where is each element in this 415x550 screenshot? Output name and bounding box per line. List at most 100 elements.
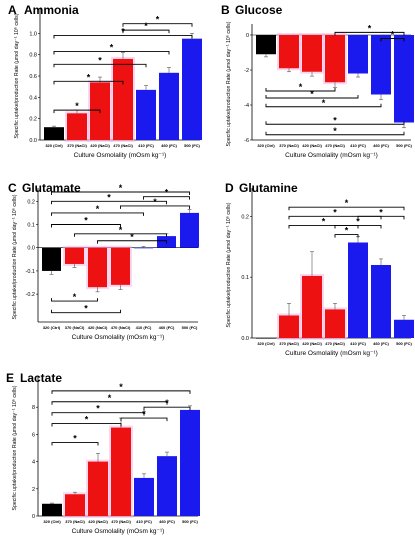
- significance-bracket: [120, 205, 190, 209]
- significance-star: *: [142, 409, 146, 419]
- x-axis-label: Culture Osmolality (mOsm kg⁻¹): [72, 528, 165, 535]
- panel-letter: B: [221, 3, 230, 17]
- bar: [180, 409, 200, 516]
- significance-bracket: [53, 35, 193, 39]
- significance-bracket: [53, 63, 147, 68]
- y-tick-label: 0.6: [29, 74, 37, 80]
- y-tick-label: 0.0: [27, 246, 35, 252]
- bar: [256, 338, 276, 339]
- x-tick-label: 500 (FC): [396, 341, 412, 346]
- y-tick-label: 2: [32, 487, 35, 493]
- significance-star: *: [165, 398, 169, 408]
- panel-letter: A: [8, 3, 17, 17]
- x-tick-label: 470 (NaCl): [325, 143, 345, 148]
- significance-star: *: [119, 183, 123, 193]
- significance-bracket: [265, 131, 405, 136]
- panel-glucose: B Glucose 0 -2 -4 -6 320 (Ctrl) 370 (NaCl) 420 (…: [207, 0, 414, 182]
- bar: [42, 247, 61, 271]
- significance-bracket: [51, 224, 121, 228]
- bar: [182, 38, 202, 140]
- x-axis-label: Culture Osmolality (mOsm kg⁻¹): [74, 152, 167, 159]
- y-tick-label: 0.0: [241, 336, 249, 342]
- bar: [88, 461, 108, 516]
- significance-star: *: [110, 42, 114, 52]
- bar: [67, 113, 87, 140]
- significance-star: *: [165, 188, 169, 198]
- y-tick-label: 0: [246, 33, 249, 39]
- bar: [279, 315, 299, 338]
- y-tick-label: 0.1: [241, 275, 249, 281]
- y-axis-label: Specific uptake/production Rate (μmol da…: [226, 21, 232, 146]
- x-tick-label: 320 (Ctrl): [257, 143, 275, 148]
- significance-bracket: [53, 80, 124, 85]
- x-axis-label: Culture Osmolality (mOsm kg⁻¹): [285, 350, 378, 357]
- y-tick-label: -6: [244, 138, 249, 144]
- significance-star: *: [391, 30, 395, 40]
- x-tick-label: 410 (FC): [136, 325, 152, 330]
- x-tick-label: 420 (NaCl): [302, 143, 322, 148]
- significance-star: *: [356, 216, 360, 226]
- x-tick-label: 420 (NaCl): [302, 341, 322, 346]
- x-tick-label: 370 (NaCl): [67, 143, 87, 148]
- x-tick-label: 410 (FC): [350, 341, 366, 346]
- x-tick-label: 500 (FC): [182, 519, 198, 524]
- chart-title: Ammonia: [24, 3, 79, 17]
- x-tick-label: 370 (NaCl): [279, 341, 299, 346]
- bar: [371, 35, 391, 95]
- y-axis-label: Specific uptake/production Rate (μmol da…: [226, 202, 232, 327]
- chart-title: Glucose: [235, 3, 283, 17]
- y-tick-label: 8: [32, 405, 35, 411]
- panel-letter: D: [225, 181, 234, 195]
- x-tick-label: 470 (NaCl): [111, 325, 131, 330]
- y-tick-label: 0: [32, 514, 35, 520]
- bar: [157, 456, 177, 516]
- significance-star: *: [333, 126, 337, 136]
- significance-bracket: [51, 423, 122, 427]
- bar: [111, 427, 131, 516]
- bar: [348, 242, 368, 338]
- x-tick-label: 320 (Ctrl): [45, 143, 63, 148]
- bar: [279, 35, 299, 69]
- significance-star: *: [84, 216, 88, 226]
- x-tick-label: 410 (FC): [138, 143, 154, 148]
- significance-bracket: [120, 417, 168, 422]
- significance-bracket: [288, 215, 382, 220]
- significance-bracket: [122, 29, 170, 34]
- x-tick-label: 370 (NaCl): [65, 325, 85, 330]
- bar: [256, 35, 276, 55]
- y-tick-label: 0.2: [241, 214, 249, 220]
- significance-bracket: [53, 51, 170, 55]
- significance-bracket: [51, 401, 168, 405]
- panel-lactate: E Lactate 0 2 4 6 8 320 (Ctrl) 370 (NaCl) 420 (Na…: [0, 368, 205, 550]
- bar: [134, 247, 153, 249]
- significance-star: *: [96, 404, 100, 414]
- significance-star: *: [322, 98, 326, 108]
- y-tick-label: -0.2: [26, 292, 35, 298]
- significance-bracket: [334, 31, 405, 36]
- significance-bracket: [51, 442, 99, 446]
- y-tick-label: 0.2: [27, 199, 35, 205]
- bar: [111, 247, 130, 285]
- significance-bracket: [122, 23, 193, 27]
- significance-star: *: [73, 292, 77, 302]
- significance-star: *: [85, 415, 89, 425]
- x-tick-label: 420 (NaCl): [90, 143, 110, 148]
- x-tick-label: 410 (FC): [350, 143, 366, 148]
- x-tick-label: 320 (Ctrl): [257, 341, 275, 346]
- significance-bracket: [288, 225, 359, 229]
- bar: [65, 247, 84, 264]
- significance-star: *: [119, 225, 123, 235]
- significance-bracket: [288, 206, 405, 211]
- significance-star: *: [345, 198, 349, 208]
- bar: [371, 265, 391, 338]
- significance-star: *: [130, 232, 134, 242]
- significance-bracket: [51, 309, 121, 314]
- significance-star: *: [98, 55, 102, 65]
- significance-bracket: [265, 103, 382, 108]
- significance-bracket: [51, 200, 167, 205]
- significance-bracket: [51, 298, 98, 302]
- bar: [325, 35, 345, 83]
- significance-star: *: [368, 23, 372, 33]
- y-tick-label: 6: [32, 432, 35, 438]
